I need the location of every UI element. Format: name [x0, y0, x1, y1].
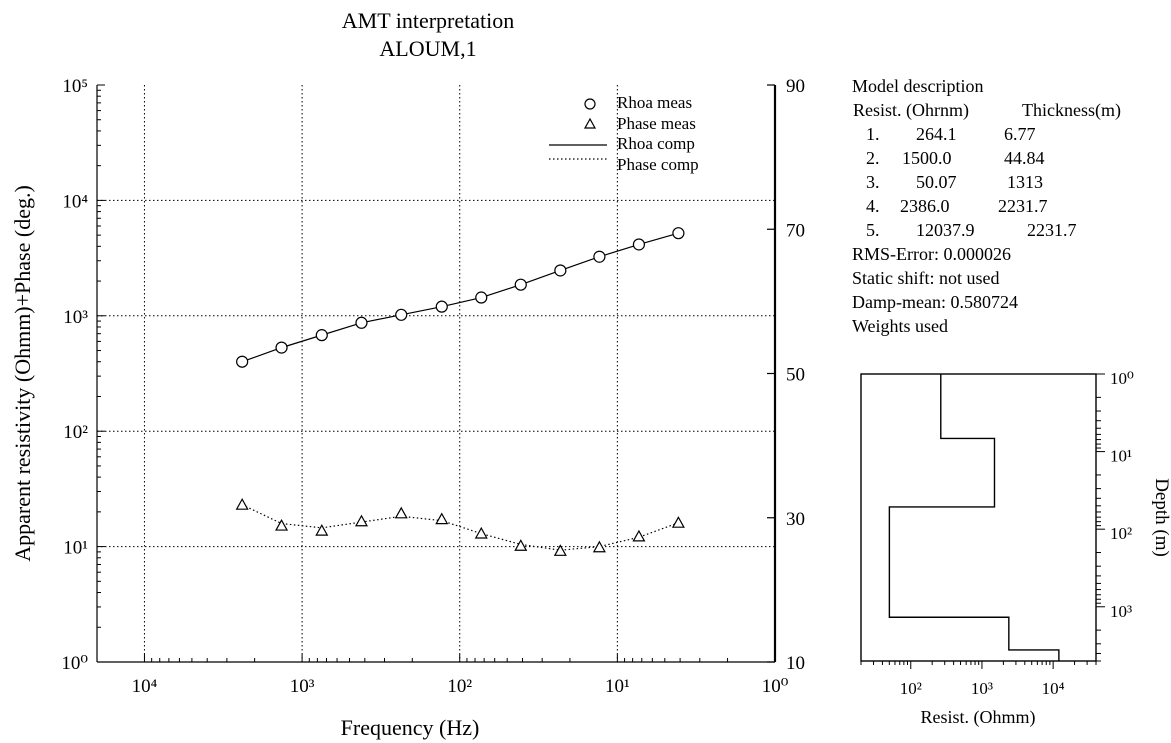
resist-tick-label: 10² [900, 679, 922, 698]
rhoa-meas-point [514, 278, 527, 291]
legend-phase-meas-marker [583, 117, 597, 129]
rhoa-meas-point [355, 316, 368, 329]
y2-tick-label: 30 [786, 509, 805, 530]
phase-meas-point [514, 539, 528, 551]
rms-error: RMS-Error: 0.000026 [852, 244, 1011, 264]
chart-subtitle: ALOUM,1 [379, 36, 476, 61]
phase-meas-point [671, 516, 685, 528]
model-layer-row: 5. 12037.9 2231.7 [852, 218, 1077, 242]
rhoa-meas-point [236, 355, 249, 368]
legend-rhoa-meas-marker [584, 98, 596, 110]
resist-tick-label: 10⁴ [1042, 679, 1065, 698]
resist-tick-label: 10³ [971, 679, 993, 698]
y2-tick-label: 70 [786, 220, 805, 241]
phase-meas-point [553, 544, 567, 556]
rhoa-comp-line [241, 232, 679, 363]
rhoa-meas-point [315, 329, 328, 342]
layer-resistivity: 1500.0 [902, 148, 952, 168]
y-tick-label: 10⁰ [61, 653, 88, 674]
model-layer-row: 3. 50.07 1313 [852, 170, 1043, 194]
x-tick-label: 10³ [290, 676, 315, 697]
layer-thickness: 44.84 [1004, 148, 1045, 168]
phase-meas-point [592, 540, 606, 553]
y2-tick-label: 10 [786, 653, 805, 674]
phase-meas-point [474, 526, 488, 539]
layer-number: 1. [866, 124, 880, 144]
x-tick-label: 10⁴ [132, 676, 158, 697]
phase-meas-point [354, 514, 368, 527]
legend-phase-comp-label: Phase comp [617, 155, 699, 174]
rhoa-meas-point [632, 238, 646, 251]
chart-title: AMT interpretation [342, 8, 515, 33]
static-shift: Static shift: not used [852, 268, 1000, 288]
legend-phase-meas-label: Phase meas [617, 114, 696, 133]
layer-thickness: 2231.7 [998, 196, 1048, 216]
y-tick-label: 10¹ [63, 538, 88, 559]
layer-resistivity: 50.07 [916, 172, 957, 192]
damp-mean: Damp-mean: 0.580724 [852, 292, 1018, 312]
rhoa-meas-point [475, 291, 488, 304]
y2-tick-label: 50 [786, 365, 805, 386]
model-description-heading: Model description [852, 76, 984, 96]
layer-resistivity: 12037.9 [916, 220, 975, 240]
rhoa-meas-point [275, 341, 288, 354]
rhoa-meas-point [554, 264, 567, 277]
y-axis-label: Apparent resistivity (Ohmm)+Phase (deg.) [10, 185, 35, 562]
depth-axis-label: Depth (m) [1151, 478, 1171, 557]
rhoa-meas-point [435, 300, 448, 313]
layer-number: 4. [866, 196, 880, 216]
phase-meas-point [235, 498, 249, 510]
y-tick-label: 10⁵ [62, 76, 88, 97]
layer-number: 5. [866, 220, 880, 240]
phase-meas-point [315, 523, 329, 536]
phase-meas-point [394, 506, 408, 519]
x-tick-label: 10² [447, 676, 472, 697]
rhoa-meas-point [672, 227, 685, 240]
legend-rhoa-meas-label: Rhoa meas [617, 93, 692, 112]
layer-resistivity: 2386.0 [900, 196, 950, 216]
x-tick-label: 10¹ [605, 676, 630, 697]
layer-thickness: 1313 [1007, 172, 1043, 192]
depth-tick-label: 10⁰ [1110, 369, 1134, 388]
phase-meas-point [435, 512, 449, 525]
depth-plot-frame [860, 373, 1097, 662]
depth-tick-label: 10¹ [1110, 447, 1132, 466]
y-tick-label: 10³ [63, 307, 88, 328]
depth-tick-label: 10³ [1110, 602, 1132, 621]
phase-comp-line [241, 504, 679, 551]
layer-thickness: 6.77 [1004, 124, 1036, 144]
phase-meas-point [632, 529, 646, 542]
x-axis-label: Frequency (Hz) [341, 715, 480, 740]
model-description-panel: Model description Resist. (Ohrnm) Thickn… [852, 74, 1121, 338]
weights-used: Weights used [852, 316, 949, 336]
x-tick-label: 10⁰ [762, 676, 789, 697]
depth-tick-label: 10² [1110, 524, 1132, 543]
model-layer-row: 4. 2386.0 2231.7 [852, 194, 1048, 218]
rhoa-meas-point [395, 308, 408, 321]
y-tick-label: 10² [63, 422, 88, 443]
col-thickness-header: Thickness(m) [1022, 100, 1121, 120]
layer-number: 3. [866, 172, 880, 192]
layer-resistivity: 264.1 [916, 124, 957, 144]
rhoa-meas-point [593, 250, 606, 263]
y-tick-label: 10⁴ [62, 191, 88, 212]
model-layer-row: 1. 264.1 6.77 [852, 122, 1036, 146]
col-resist-header: Resist. (Ohrnm) [853, 100, 969, 120]
layer-number: 2. [866, 148, 880, 168]
model-layer-rows: 1. 264.1 6.77 2. 1500.0 44.84 3. 50.07 1313 4. 238… [852, 122, 1077, 242]
layer-thickness: 2231.7 [1027, 220, 1077, 240]
legend-rhoa-comp-label: Rhoa comp [617, 134, 695, 153]
model-layer-row: 2. 1500.0 44.84 [852, 146, 1045, 170]
model-table-header: Resist. (Ohrnm) Thickness(m) [852, 98, 1121, 122]
y2-tick-label: 90 [786, 76, 805, 97]
resist-axis-label: Resist. (Ohmm) [921, 707, 1036, 728]
resistivity-depth-profile [888, 374, 1060, 661]
phase-meas-point [275, 518, 289, 531]
